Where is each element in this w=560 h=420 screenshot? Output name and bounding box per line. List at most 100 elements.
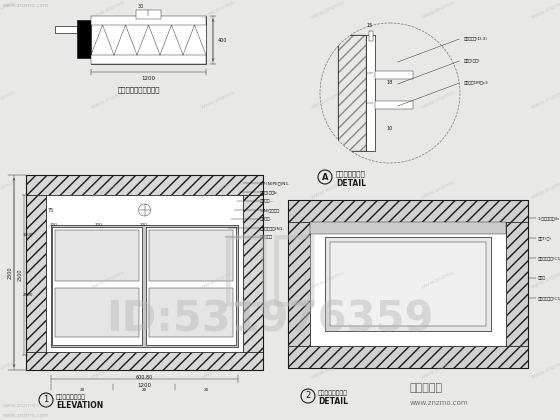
Text: 20: 20	[80, 388, 85, 392]
Bar	[288, 200, 528, 368]
Bar	[149, 288, 233, 337]
Bar	[46, 195, 243, 352]
Text: www.znzmo.com: www.znzmo.com	[3, 403, 49, 408]
Text: 1: 1	[43, 396, 49, 404]
Bar	[149, 230, 233, 281]
Text: www.znzmo: www.znzmo	[420, 180, 456, 200]
Text: www.znzmo: www.znzmo	[90, 90, 126, 110]
Text: www.znzmo: www.znzmo	[530, 90, 560, 110]
Text: www.znzmo: www.znzmo	[530, 360, 560, 380]
Bar	[77, 20, 91, 58]
Text: 一古石灰板: 一古石灰板	[260, 235, 273, 239]
Text: 20: 20	[141, 388, 147, 392]
Text: 75: 75	[48, 207, 54, 213]
Text: 知末: 知末	[222, 231, 318, 309]
Text: 2: 2	[305, 391, 311, 401]
Text: www.znzmo: www.znzmo	[420, 90, 456, 110]
Bar	[55, 26, 77, 33]
Text: www.znzmo.com: www.znzmo.com	[410, 400, 469, 406]
Text: www.znzmo: www.znzmo	[420, 360, 456, 380]
Text: 1:木古木材料(b: 1:木古木材料(b	[538, 216, 560, 220]
Bar	[288, 346, 528, 368]
Text: www.znzmo: www.znzmo	[310, 270, 346, 290]
Text: 专用厂胶粘板(C1.: 专用厂胶粘板(C1.	[538, 256, 560, 260]
Text: www.znzmo: www.znzmo	[200, 90, 236, 110]
Text: www.znzmo: www.znzmo	[0, 270, 16, 290]
Text: DETAIL: DETAIL	[336, 178, 366, 187]
Text: 石头T(一): 石头T(一)	[538, 236, 552, 240]
Bar	[338, 35, 366, 151]
Text: 1200: 1200	[138, 383, 152, 388]
Text: www.znzmo: www.znzmo	[200, 270, 236, 290]
Text: www.znzmo: www.znzmo	[90, 360, 126, 380]
Text: 一与板.: 一与板.	[538, 276, 547, 280]
Text: 20: 20	[203, 388, 209, 392]
Bar	[52, 227, 142, 345]
Bar	[330, 242, 486, 326]
Text: 大木气弹门平面示意图: 大木气弹门平面示意图	[117, 86, 160, 92]
Text: WF(N)PE板(N1.: WF(N)PE板(N1.	[260, 181, 291, 185]
Text: www.znzmo: www.znzmo	[420, 270, 456, 290]
Bar	[310, 222, 506, 346]
Text: www.znzmo: www.znzmo	[530, 0, 560, 20]
Bar	[369, 31, 373, 41]
Text: 石膏板吊顶(D:3): 石膏板吊顶(D:3)	[464, 36, 488, 40]
Text: 600.80: 600.80	[136, 375, 153, 380]
Text: www.znzmo: www.znzmo	[310, 360, 346, 380]
Text: 220: 220	[140, 223, 148, 227]
Text: 2500: 2500	[23, 293, 33, 297]
Text: 400: 400	[218, 37, 227, 42]
Text: www.znzmo: www.znzmo	[0, 180, 16, 200]
Text: 18: 18	[386, 81, 392, 86]
Bar	[26, 195, 46, 352]
Bar	[338, 35, 366, 151]
Text: www.znzmo: www.znzmo	[200, 180, 236, 200]
Text: 1000: 1000	[23, 233, 33, 237]
Text: 铝合板(石头): 铝合板(石头)	[464, 58, 480, 62]
Bar	[26, 175, 263, 195]
Bar	[310, 222, 506, 234]
Text: www.znzmo: www.znzmo	[0, 0, 16, 20]
Bar	[288, 200, 528, 222]
Text: www.znzmo: www.znzmo	[0, 90, 16, 110]
Text: 大木气弹门剖面图: 大木气弹门剖面图	[318, 390, 348, 396]
Text: www.znzmo: www.znzmo	[200, 0, 236, 20]
Text: 石灰板[二次b: 石灰板[二次b	[260, 190, 278, 194]
Text: www.znzmo: www.znzmo	[200, 360, 236, 380]
Text: 木饰面板1M板c3: 木饰面板1M板c3	[464, 80, 489, 84]
Bar	[55, 288, 139, 337]
Text: A: A	[322, 173, 328, 181]
Text: www.znzmo: www.znzmo	[310, 90, 346, 110]
Bar	[366, 35, 375, 151]
Text: www.znzmo: www.znzmo	[530, 270, 560, 290]
Text: 15: 15	[367, 23, 373, 28]
Bar	[375, 71, 413, 79]
Bar	[243, 195, 263, 352]
Bar	[91, 55, 206, 64]
Bar	[375, 101, 413, 109]
Bar	[146, 227, 236, 345]
Text: ID:531976359: ID:531976359	[106, 299, 433, 341]
Text: ELEVATION: ELEVATION	[56, 402, 103, 410]
Text: www.znzmo: www.znzmo	[530, 180, 560, 200]
Text: www.znzmo: www.znzmo	[90, 270, 126, 290]
Text: 2300: 2300	[7, 266, 12, 279]
Bar	[288, 222, 310, 346]
Text: www.znzmo: www.znzmo	[420, 0, 456, 20]
Text: 大木气弹门立面图: 大木气弹门立面图	[56, 394, 86, 400]
Text: 10: 10	[386, 126, 392, 131]
Text: 1200: 1200	[142, 76, 156, 81]
Text: 30: 30	[138, 4, 144, 9]
Bar	[91, 16, 206, 64]
Text: www.znzmo: www.znzmo	[310, 180, 346, 200]
Text: www.znzmo: www.znzmo	[90, 0, 126, 20]
Text: 5(N)厂胶粘料.: 5(N)厂胶粘料.	[260, 208, 281, 212]
Bar	[136, 10, 161, 19]
Bar	[506, 222, 528, 346]
Text: 2500: 2500	[17, 269, 22, 281]
Bar	[91, 16, 206, 25]
Text: www.znzmo.com: www.znzmo.com	[3, 413, 49, 418]
Bar	[325, 237, 491, 331]
Text: 220: 220	[50, 223, 58, 227]
Text: 知末资料库: 知末资料库	[410, 383, 443, 393]
